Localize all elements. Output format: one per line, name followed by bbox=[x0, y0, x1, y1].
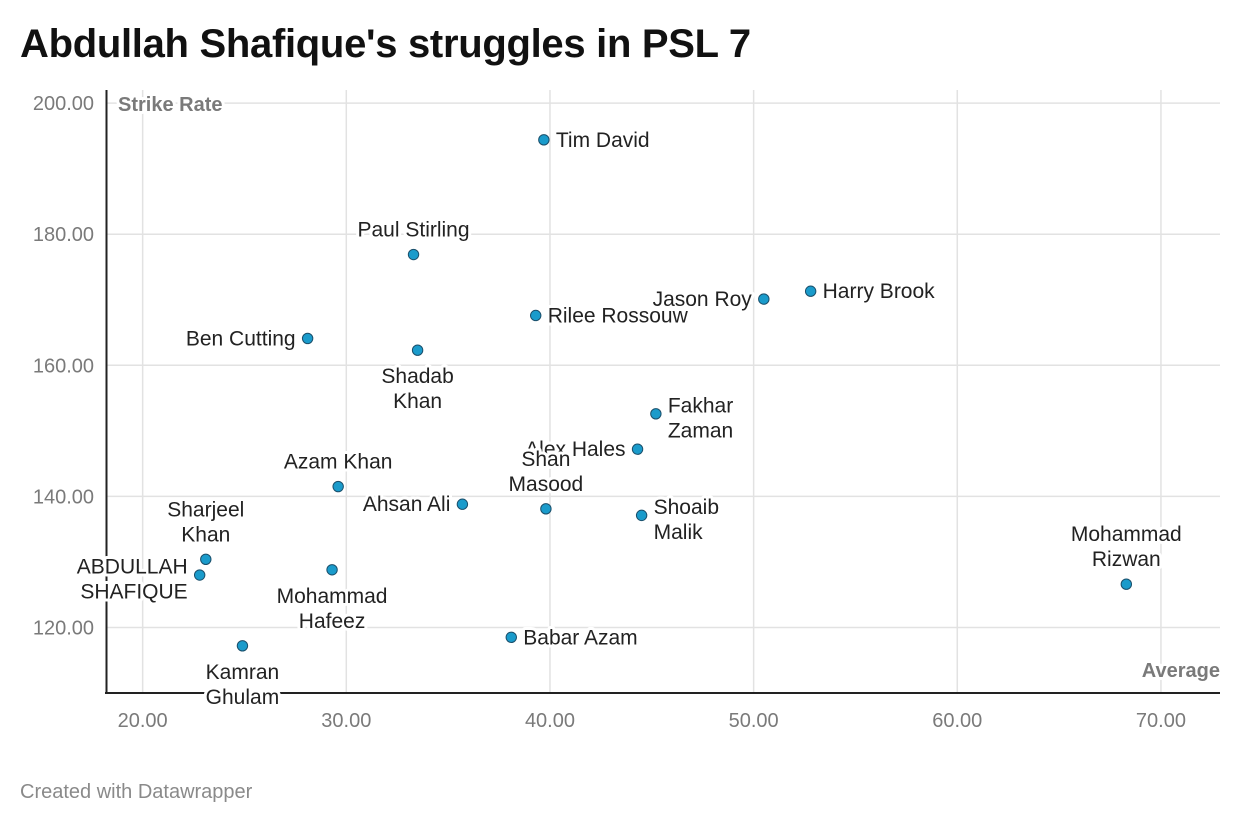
data-point[interactable] bbox=[804, 285, 817, 297]
point-label: Fakhar Zaman bbox=[668, 394, 733, 442]
x-tick-label: 50.00 bbox=[729, 710, 779, 732]
point-label: Jason Roy bbox=[653, 288, 753, 311]
point-label: Paul Stirling bbox=[357, 219, 469, 242]
point-label-line: Harry Brook bbox=[823, 280, 936, 303]
data-point[interactable] bbox=[407, 248, 420, 261]
point-label-line: Mohammad bbox=[277, 585, 388, 608]
data-point[interactable] bbox=[1120, 578, 1133, 590]
x-tick-label: 20.00 bbox=[118, 710, 168, 732]
point-label-line: Rizwan bbox=[1092, 548, 1161, 571]
point-label-line: Babar Azam bbox=[523, 626, 637, 649]
point-label-line: Paul Stirling bbox=[357, 219, 469, 242]
x-tick-label: 40.00 bbox=[525, 710, 575, 732]
point-label: Tim David bbox=[556, 129, 650, 152]
point-label-line: Azam Khan bbox=[284, 451, 393, 474]
y-tick-label: 160.00 bbox=[33, 355, 94, 377]
data-point[interactable] bbox=[530, 309, 542, 322]
y-axis-title: Strike Rate bbox=[118, 94, 223, 116]
axes bbox=[105, 90, 1220, 694]
data-point[interactable] bbox=[505, 631, 517, 643]
point-label: Mohammad Hafeez bbox=[277, 585, 388, 633]
point-label-line: Shan bbox=[521, 448, 570, 471]
point-label-line: Shoaib bbox=[654, 496, 719, 519]
data-point[interactable] bbox=[236, 640, 249, 652]
point-label-line: Shadab bbox=[381, 365, 453, 388]
point-labels: Tim David Paul Stirling Harry Brook Jason R… bbox=[74, 126, 1185, 712]
data-points bbox=[193, 134, 1133, 652]
point-label: Ahsan Ali bbox=[363, 493, 451, 516]
tick-labels: 20.00 30.00 40.00 50.00 60.00 70.00 120.00 140.… bbox=[33, 93, 1186, 732]
x-axis-title: Average bbox=[1142, 660, 1220, 682]
data-point[interactable] bbox=[193, 569, 206, 581]
point-label: Rilee Rossouw bbox=[548, 304, 689, 327]
point-label-line: Mohammad bbox=[1071, 523, 1182, 546]
point-label-line: Zaman bbox=[668, 419, 733, 442]
y-tick-label: 180.00 bbox=[33, 224, 94, 246]
data-point[interactable] bbox=[200, 553, 212, 565]
point-label-line: Hafeez bbox=[299, 610, 366, 633]
point-label: Mohammad Rizwan bbox=[1071, 523, 1182, 571]
data-point[interactable] bbox=[456, 498, 469, 510]
point-label-line: Khan bbox=[393, 390, 442, 413]
point-label-line: ABDULLAH bbox=[77, 556, 188, 579]
data-point[interactable] bbox=[411, 344, 424, 356]
data-point[interactable] bbox=[650, 408, 662, 420]
data-point[interactable] bbox=[635, 509, 648, 522]
point-label-line: Khan bbox=[181, 523, 230, 546]
point-label: Alex Hales bbox=[525, 438, 625, 461]
x-tick-label: 60.00 bbox=[932, 710, 982, 732]
footer-credit: Created with Datawrapper bbox=[20, 781, 253, 803]
point-label-line: Fakhar bbox=[668, 394, 733, 417]
data-point[interactable] bbox=[540, 503, 552, 515]
gridlines bbox=[106, 90, 1220, 693]
point-label: Shan Masood bbox=[509, 448, 584, 496]
point-label-line: Ahsan Ali bbox=[363, 493, 451, 516]
point-label: Shadab Khan bbox=[381, 365, 453, 413]
y-tick-label: 120.00 bbox=[33, 617, 94, 639]
data-point[interactable] bbox=[301, 332, 314, 345]
point-label: Sharjeel Khan bbox=[167, 498, 244, 546]
x-tick-label: 70.00 bbox=[1136, 710, 1186, 732]
point-label: Kamran Ghulam bbox=[206, 661, 280, 709]
point-label-line: Rilee Rossouw bbox=[548, 304, 689, 327]
x-tick-label: 30.00 bbox=[321, 710, 371, 732]
point-label-line: Jason Roy bbox=[653, 288, 753, 311]
point-label-line: Ghulam bbox=[206, 686, 280, 709]
point-label-line: Masood bbox=[509, 473, 584, 496]
point-label: ABDULLAH SHAFIQUE bbox=[77, 556, 188, 604]
data-point[interactable] bbox=[538, 134, 550, 146]
point-label-line: Sharjeel bbox=[167, 498, 244, 521]
data-point[interactable] bbox=[631, 443, 644, 455]
chart-title: Abdullah Shafique's struggles in PSL 7 bbox=[20, 22, 751, 66]
data-point[interactable] bbox=[326, 564, 338, 576]
scatter-chart: 20.00 30.00 40.00 50.00 60.00 70.00 120.00 140.… bbox=[32, 90, 1220, 732]
data-point[interactable] bbox=[332, 480, 344, 493]
point-label: Shoaib Malik bbox=[654, 496, 719, 544]
point-label: Azam Khan bbox=[284, 451, 393, 474]
point-label: Harry Brook bbox=[823, 280, 936, 303]
point-label: Babar Azam bbox=[523, 626, 637, 649]
point-label-line: Tim David bbox=[556, 129, 650, 152]
point-label-line: Malik bbox=[654, 521, 704, 544]
point-label-line: Alex Hales bbox=[525, 438, 625, 461]
point-label: Ben Cutting bbox=[186, 327, 296, 350]
point-label-line: Ben Cutting bbox=[186, 327, 296, 350]
point-label-line: SHAFIQUE bbox=[80, 581, 187, 604]
data-point[interactable] bbox=[758, 293, 770, 305]
point-label-line: Kamran bbox=[206, 661, 280, 684]
y-tick-label: 200.00 bbox=[33, 93, 94, 115]
y-tick-label: 140.00 bbox=[33, 486, 94, 508]
